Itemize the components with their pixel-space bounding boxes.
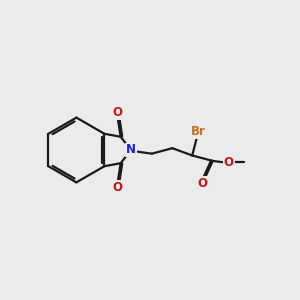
Text: O: O [113, 181, 123, 194]
Text: O: O [197, 176, 207, 190]
Text: O: O [113, 106, 123, 119]
Text: N: N [126, 143, 136, 157]
Text: O: O [224, 156, 234, 169]
Text: Br: Br [191, 125, 206, 138]
